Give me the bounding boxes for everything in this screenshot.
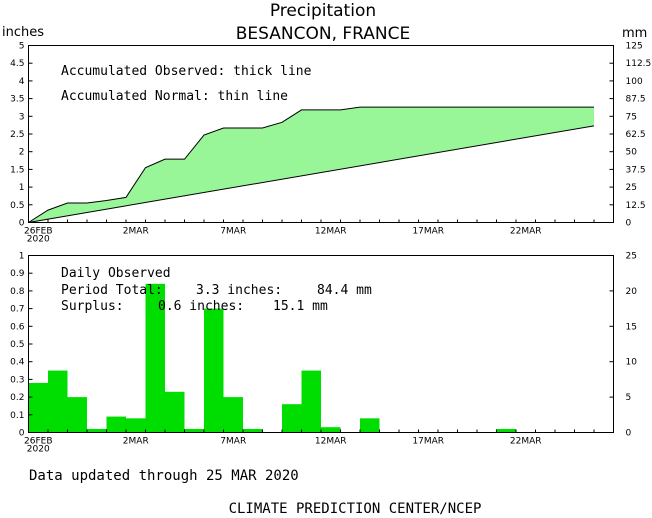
surplus-inches: 0.6 inches: (158, 299, 244, 314)
right-tick-label: 25 (626, 252, 637, 262)
left-tick-label: 3 (19, 112, 25, 122)
left-tick-label: 2 (19, 148, 25, 158)
left-tick-label: 0.1 (10, 411, 24, 421)
daily-axes: 00.10.20.30.40.50.60.70.80.9105101520252… (10, 252, 637, 455)
daily-bar (126, 418, 146, 433)
left-tick-label: 0 (19, 429, 25, 439)
daily-panel: 00.10.20.30.40.50.60.70.80.9105101520252… (10, 252, 637, 455)
right-tick-label: 62.5 (626, 130, 646, 140)
x-tick-label: 17MAR (412, 437, 444, 447)
x-tick-label: 7MAR (220, 227, 246, 237)
period-total-inches: 3.3 inches: (196, 283, 282, 298)
legend-normal: Accumulated Normal: thin line (61, 89, 288, 104)
accumulated-plot (28, 106, 595, 223)
x-tick-label: 22MAR (510, 437, 542, 447)
x-tick-year: 2020 (27, 445, 50, 455)
right-tick-label: 87.5 (626, 95, 646, 105)
daily-bar (184, 428, 204, 433)
left-tick-label: 1 (19, 252, 25, 262)
daily-bar (48, 370, 68, 433)
right-unit-label: mm (622, 26, 647, 41)
left-tick-label: 0 (19, 219, 25, 229)
daily-bar (87, 428, 107, 433)
daily-bar (67, 397, 87, 433)
right-tick-label: 0 (626, 429, 632, 439)
left-tick-label: 0.7 (10, 305, 24, 315)
x-tick-label: 2MAR (123, 227, 149, 237)
x-tick-label: 22MAR (510, 227, 542, 237)
daily-bar (360, 418, 380, 433)
chart-title: Precipitation (270, 1, 376, 21)
right-tick-label: 5 (626, 393, 632, 403)
right-tick-label: 12.5 (626, 201, 646, 211)
period-total-label: Period Total: (61, 283, 163, 298)
daily-bar (496, 428, 516, 433)
observed-surplus-area (28, 107, 594, 223)
left-tick-label: 1 (19, 183, 25, 193)
x-tick-label: 26FEB (24, 437, 53, 447)
x-tick-label: 7MAR (220, 437, 246, 447)
left-tick-label: 1.5 (10, 165, 24, 175)
x-tick-label: 12MAR (315, 437, 347, 447)
legend-observed: Accumulated Observed: thick line (61, 64, 312, 79)
daily-bar (204, 308, 224, 433)
left-unit-label: inches (2, 25, 44, 40)
daily-bar (301, 370, 321, 433)
daily-bar (145, 283, 165, 433)
daily-bar (223, 397, 243, 433)
left-tick-label: 4 (19, 77, 25, 87)
x-tick-year: 2020 (27, 235, 50, 245)
daily-observed-label: Daily Observed (61, 266, 171, 281)
x-tick-label: 26FEB (24, 227, 53, 237)
left-tick-label: 0.9 (10, 269, 25, 279)
credit-line: CLIMATE PREDICTION CENTER/NCEP (229, 501, 482, 517)
left-tick-label: 0.4 (10, 358, 25, 368)
daily-plot (28, 283, 516, 433)
surplus-mm: 15.1 mm (273, 299, 328, 314)
left-tick-label: 0.6 (10, 322, 25, 332)
right-tick-label: 50 (626, 148, 638, 158)
left-tick-label: 5 (19, 42, 25, 52)
left-tick-label: 0.8 (10, 287, 25, 297)
daily-bar (165, 391, 185, 433)
accumulated-observed-line (28, 106, 594, 223)
period-total-mm: 84.4 mm (317, 283, 372, 298)
left-tick-label: 0.2 (10, 393, 24, 403)
daily-bar (243, 428, 263, 433)
right-tick-label: 75 (626, 112, 637, 122)
right-tick-label: 100 (626, 77, 643, 87)
data-updated-note: Data updated through 25 MAR 2020 (29, 468, 299, 484)
right-tick-label: 25 (626, 183, 637, 193)
left-tick-label: 2.5 (10, 130, 24, 140)
daily-bar (28, 382, 48, 433)
right-tick-label: 0 (626, 219, 632, 229)
right-tick-label: 20 (626, 287, 638, 297)
daily-bar (106, 416, 126, 433)
accumulated-normal-line (28, 125, 595, 223)
right-tick-label: 125 (626, 42, 643, 52)
left-tick-label: 0.5 (10, 201, 24, 211)
left-tick-label: 3.5 (10, 95, 24, 105)
right-tick-label: 37.5 (626, 165, 646, 175)
x-tick-label: 2MAR (123, 437, 149, 447)
x-tick-label: 17MAR (412, 227, 444, 237)
left-tick-label: 0.3 (10, 375, 24, 385)
chart-subtitle: BESANCON, FRANCE (236, 24, 411, 44)
x-tick-label: 12MAR (315, 227, 347, 237)
accumulated-axes: 00.511.522.533.544.55012.52537.55062.575… (10, 42, 651, 245)
left-tick-label: 4.5 (10, 59, 24, 69)
right-tick-label: 15 (626, 322, 637, 332)
daily-bar (321, 427, 341, 433)
right-tick-label: 10 (626, 358, 638, 368)
left-tick-label: 0.5 (10, 340, 24, 350)
accumulated-panel: 00.511.522.533.544.55012.52537.55062.575… (10, 42, 651, 245)
daily-bar (282, 404, 302, 433)
surplus-label: Surplus: (61, 299, 124, 314)
right-tick-label: 112.5 (626, 59, 652, 69)
